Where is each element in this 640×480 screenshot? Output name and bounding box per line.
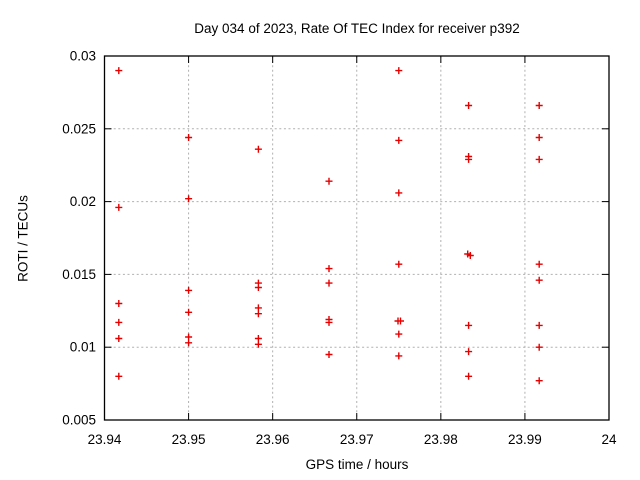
y-tick-label: 0.005 <box>62 413 96 428</box>
grid-lines <box>104 56 609 420</box>
x-tick-label: 23.95 <box>172 432 206 447</box>
x-tick-label: 23.94 <box>88 432 122 447</box>
chart-title: Day 034 of 2023, Rate Of TEC Index for r… <box>194 21 520 36</box>
x-tick-label: 24 <box>601 432 617 447</box>
data-points <box>115 67 543 385</box>
x-tick-label: 23.99 <box>508 432 542 447</box>
tick-labels: 0.005 0.01 0.015 0.02 0.025 0.03 23.94 23.95 23.… <box>62 49 617 448</box>
y-tick-label: 0.02 <box>70 194 96 209</box>
x-tick-label: 23.97 <box>340 432 374 447</box>
y-tick-label: 0.01 <box>70 340 96 355</box>
x-axis-label: GPS time / hours <box>305 457 409 472</box>
y-tick-label: 0.03 <box>70 49 96 64</box>
x-tick-label: 23.96 <box>256 432 290 447</box>
y-tick-label: 0.025 <box>62 121 96 136</box>
plot-border <box>103 55 610 421</box>
x-tick-label: 23.98 <box>424 432 458 447</box>
y-tick-label: 0.015 <box>62 267 96 282</box>
